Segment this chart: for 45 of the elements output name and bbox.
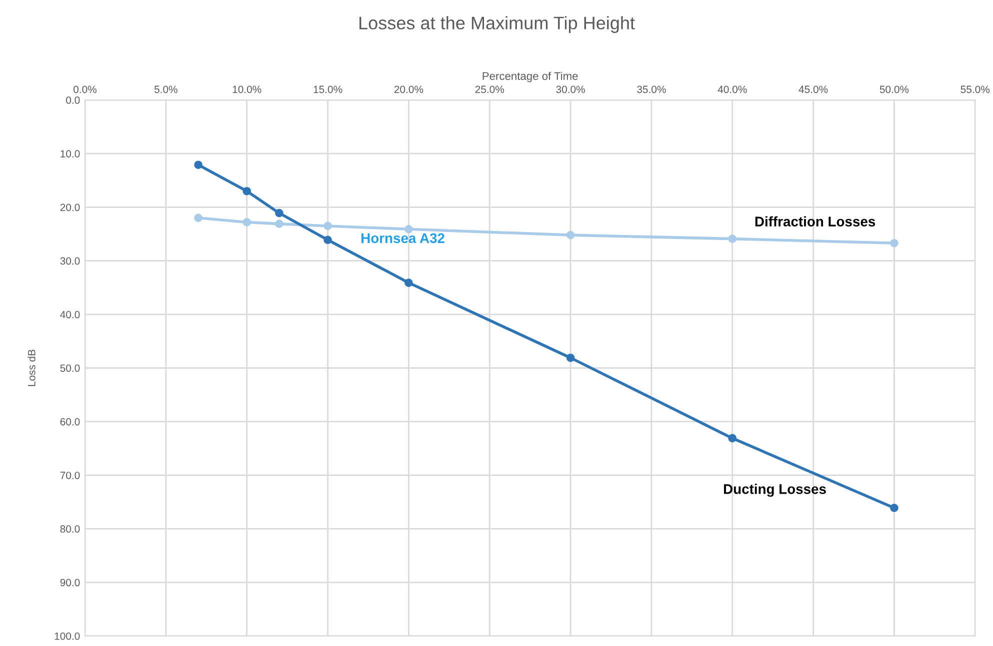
point <box>728 434 737 442</box>
y-tick-label: 70.0 <box>60 472 80 480</box>
y-tick-label: 90.0 <box>60 578 80 586</box>
point <box>194 160 202 170</box>
chart-title: Losses at the Maximum Tip Height <box>360 16 635 33</box>
series-label: Diffraction Losses <box>755 216 876 226</box>
point <box>404 225 413 234</box>
point <box>324 222 332 230</box>
y-axis-title: Loss dB <box>28 350 36 386</box>
x-tick-label: 25.0% <box>475 86 504 94</box>
point <box>324 236 332 244</box>
point <box>890 504 898 512</box>
x-tick-label: 20.0% <box>394 86 424 94</box>
x-tick-label: 5.0% <box>154 86 178 94</box>
x-tick-label: 35.0% <box>637 86 666 94</box>
point <box>728 234 737 243</box>
point <box>275 220 284 228</box>
y-tick-label: 0.0 <box>66 96 80 104</box>
x-axis-title: Percentage of Time <box>482 72 578 82</box>
annotation: Hornsea A32 <box>362 233 444 244</box>
y-tick-label: 40.0 <box>60 310 80 318</box>
x-tick-label: 45.0% <box>798 86 828 94</box>
x-tick-label: 0.0% <box>74 86 96 94</box>
x-tick-label: 15.0% <box>314 86 342 94</box>
point <box>194 214 202 222</box>
point <box>566 230 575 240</box>
x-tick-label: 50.0% <box>880 86 909 94</box>
x-tick-label: 10.0% <box>232 86 262 94</box>
point <box>566 354 575 362</box>
y-tick-label: 60.0 <box>60 418 80 426</box>
x-tick-label: 40.0% <box>718 86 747 94</box>
y-tick-label: 100.0 <box>54 632 80 640</box>
point <box>242 186 252 196</box>
point <box>404 278 413 287</box>
point <box>242 218 252 226</box>
y-tick-label: 50.0 <box>60 364 80 372</box>
x-tick-label: 30.0% <box>556 86 585 94</box>
x-tick-label: 55.0% <box>960 86 990 94</box>
point <box>275 208 284 218</box>
y-tick-label: 10.0 <box>60 150 80 158</box>
y-tick-label: 80.0 <box>60 525 80 533</box>
point <box>890 238 898 248</box>
series-label: Ducting Losses <box>724 484 826 497</box>
y-tick-label: 30.0 <box>60 257 80 265</box>
y-tick-label: 20.0 <box>60 204 80 212</box>
